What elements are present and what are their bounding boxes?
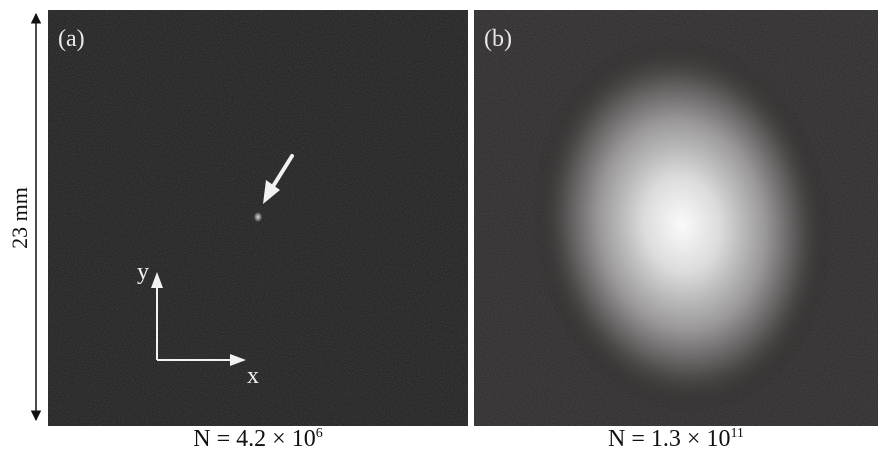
x-axis-label: x bbox=[247, 363, 259, 389]
bright-spot bbox=[253, 211, 263, 223]
y-axis-label: y bbox=[137, 259, 149, 285]
panel-b-label: (b) bbox=[484, 26, 512, 52]
panel-b-caption-exponent: 11 bbox=[730, 426, 744, 441]
axes-indicator: y x bbox=[137, 259, 259, 389]
scale-bar-label: 23 mm bbox=[7, 187, 32, 249]
atom-cloud bbox=[531, 35, 833, 415]
panel-a-caption-text: N = 4.2 × 10 bbox=[193, 426, 316, 452]
panel-b-caption-text: N = 1.3 × 10 bbox=[608, 426, 731, 452]
panel-a-caption: N = 4.2 × 106 bbox=[48, 426, 468, 453]
panel-b-caption: N = 1.3 × 1011 bbox=[474, 426, 878, 453]
panel-a-label: (a) bbox=[58, 26, 85, 52]
panel-a-caption-exponent: 6 bbox=[315, 426, 323, 441]
scale-bar: 23 mm bbox=[7, 12, 42, 422]
pointer-arrow bbox=[263, 154, 294, 204]
panel-a: (a) y x bbox=[48, 10, 468, 426]
panel-b: (b) bbox=[474, 10, 878, 426]
